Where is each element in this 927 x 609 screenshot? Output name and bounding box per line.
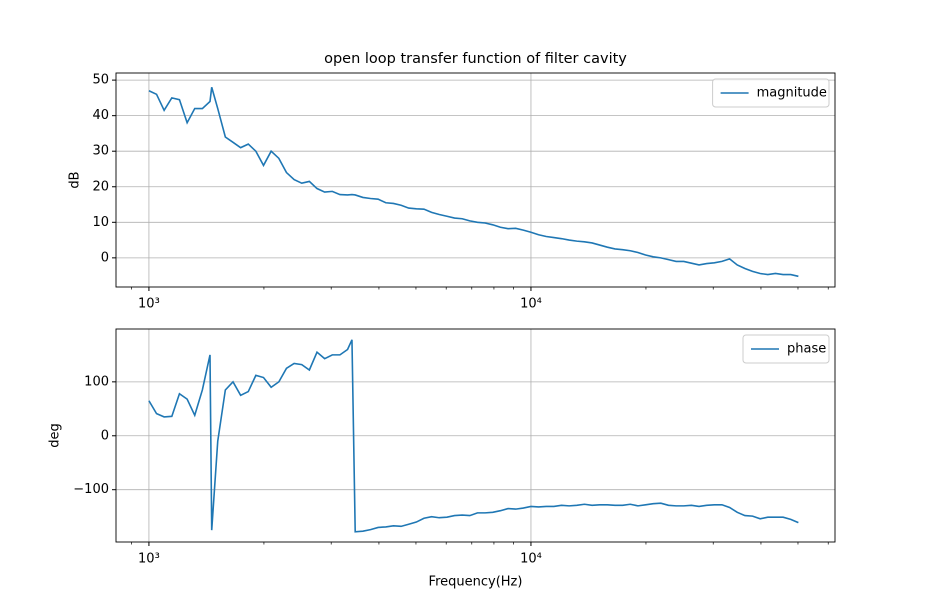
legend-box [712, 78, 830, 108]
chart-title: open loop transfer function of filter ca… [324, 51, 627, 67]
legend-label: magnitude [757, 86, 827, 101]
y-tick-label: 50 [92, 73, 109, 88]
data-line [148, 339, 799, 533]
y-tick-label: 20 [92, 179, 109, 194]
y-axis-label: dB [68, 171, 83, 188]
y-tick-label: 10 [92, 215, 109, 230]
y-tick-label: 0 [101, 428, 109, 443]
data-line [148, 87, 799, 278]
x-tick-label: 10⁴ [520, 297, 542, 312]
y-tick-label: 0 [101, 250, 109, 265]
legend-label: phase [787, 342, 826, 357]
y-axis-label: deg [48, 423, 63, 448]
axes-frame [115, 328, 836, 543]
legend-box [742, 334, 830, 364]
axes-frame [115, 72, 836, 288]
x-tick-label: 10³ [138, 552, 160, 567]
x-axis-label: Frequency(Hz) [429, 575, 523, 590]
y-tick-label: 30 [92, 144, 109, 159]
y-tick-label: 100 [84, 374, 109, 389]
y-tick-label: 40 [92, 108, 109, 123]
x-tick-label: 10⁴ [520, 552, 542, 567]
x-tick-label: 10³ [138, 297, 160, 312]
y-tick-label: −100 [73, 482, 109, 497]
